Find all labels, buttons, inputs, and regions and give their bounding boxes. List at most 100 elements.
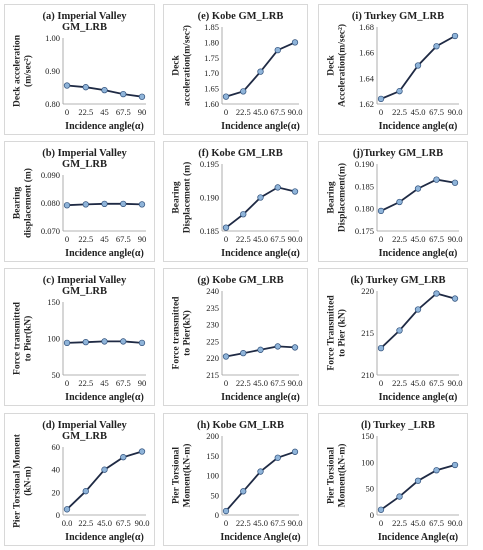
data-point [414, 477, 422, 484]
data-point [101, 466, 108, 473]
x-tick-label: 45.0 [253, 234, 268, 244]
chart-svg-e: (e) Kobe GM_LRB Deck acceleration(m/sec²) 1… [172, 11, 303, 132]
y-tick-label: 235 [206, 303, 219, 313]
y-axis-label: Displacement(m) [337, 163, 348, 232]
data-point [414, 185, 422, 192]
chart-title: (c) Imperial Valley [43, 275, 127, 286]
data-point [396, 198, 403, 206]
data-point [101, 200, 108, 207]
chart-panel-l: (l) Turkey _LRB Pier Torsional Moment(kN-m… [318, 413, 468, 546]
x-tick-label: 67.5 [429, 107, 444, 117]
chart-title: (e) Kobe GM_LRB [198, 11, 284, 22]
x-tick-label: 67.5 [429, 518, 444, 528]
x-tick-label: 45.0 [97, 518, 112, 528]
x-tick-label: 67.5 [429, 234, 444, 244]
chart-panel-a: (a) Imperial Valley GM_LRB Deck accelerati… [4, 4, 155, 135]
chart-svg-j: (j)Turkey GM_LRB Bearing Displacement(m) 0.… [327, 148, 463, 259]
data-point [291, 344, 299, 351]
y-tick-label: 1.65 [204, 84, 219, 94]
x-tick-label: 90.0 [448, 234, 463, 244]
chart-title: GM_LRB [62, 431, 107, 442]
chart-panel-k: (k) Turkey GM_LRB Force Transmitted to Pie… [318, 268, 468, 406]
x-tick-label: 45.0 [411, 234, 426, 244]
y-tick-label: 0.080 [41, 198, 60, 208]
y-axis-label: Force transmitted [13, 301, 23, 375]
data-point [63, 506, 71, 513]
y-tick-label: 100 [47, 334, 60, 344]
data-point [138, 93, 146, 100]
y-tick-label: 1.70 [204, 68, 219, 78]
data-point [451, 295, 459, 302]
data-point [291, 448, 299, 455]
data-point [101, 338, 108, 345]
x-tick-label: 22.5 [78, 378, 93, 388]
series-line [380, 292, 456, 349]
y-tick-label: 60 [52, 442, 61, 452]
x-tick-label: 67.5 [116, 234, 131, 244]
data-point [396, 88, 403, 95]
chart-title: (f) Kobe GM_LRB [198, 148, 283, 159]
series-line [225, 450, 296, 512]
data-point [240, 488, 247, 495]
x-tick-label: 90 [138, 107, 147, 117]
x-tick-label: 22.5 [78, 234, 93, 244]
data-point [414, 62, 422, 69]
data-point [63, 202, 71, 209]
chart-svg-l: (l) Turkey _LRB Pier Torsional Moment(kN-m… [327, 420, 463, 543]
x-tick-label: 90.0 [448, 518, 463, 528]
chart-title: (k) Turkey GM_LRB [350, 275, 445, 286]
x-tick-label: 90 [138, 378, 147, 388]
y-tick-label: 220 [361, 286, 374, 296]
y-axis-label: to Pier(kN) [23, 316, 34, 362]
data-point [414, 306, 422, 313]
x-tick-label: 0 [65, 234, 69, 244]
y-tick-label: 1.00 [45, 33, 60, 43]
chart-panel-d: (d) Imperial Valley GM_LRB Pier Torsional … [4, 413, 155, 546]
x-tick-label: 90.0 [288, 234, 303, 244]
x-tick-label: 0 [224, 378, 228, 388]
x-tick-label: 67.5 [116, 107, 131, 117]
x-tick-label: 90.0 [135, 518, 150, 528]
x-tick-label: 45 [100, 234, 109, 244]
x-axis-label: Incidence angle(α) [65, 392, 144, 403]
y-tick-label: 215 [361, 328, 374, 338]
y-tick-label: 1.66 [359, 48, 374, 58]
chart-svg-k: (k) Turkey GM_LRB Force Transmitted to Pie… [327, 275, 463, 403]
data-point [257, 194, 264, 201]
chart-title: (d) Imperial Valley [42, 420, 127, 431]
x-tick-label: 22.5 [236, 378, 251, 388]
y-axis-label: (m/sec²) [23, 55, 34, 87]
data-point [120, 338, 127, 345]
y-tick-label: 0.185 [200, 226, 219, 236]
x-tick-label: 0 [65, 378, 69, 388]
x-tick-label: 67.5 [429, 378, 444, 388]
data-point [82, 201, 89, 208]
data-point [377, 506, 385, 513]
y-axis-label: Displacement (m) [182, 162, 193, 234]
x-tick-label: 0 [379, 107, 383, 117]
y-tick-label: 230 [206, 320, 219, 330]
x-axis-label: Incidence angle(α) [221, 248, 300, 259]
y-tick-label: 1.85 [204, 22, 219, 32]
y-axis-label: Bearing [13, 187, 23, 219]
x-tick-label: 45.0 [253, 518, 268, 528]
y-tick-label: 150 [361, 431, 374, 441]
y-tick-label: 100 [361, 457, 374, 467]
chart-title: GM_LRB [62, 22, 107, 33]
data-point [222, 353, 230, 360]
chart-title: (a) Imperial Valley [43, 11, 128, 22]
x-axis-label: Incidence Angle(α) [378, 532, 458, 543]
chart-title: GM_LRB [62, 159, 107, 170]
chart-panel-j: (j)Turkey GM_LRB Bearing Displacement(m) 0.… [318, 141, 468, 262]
x-tick-label: 22.5 [392, 234, 407, 244]
y-tick-label: 20 [52, 487, 61, 497]
y-axis-label: (kN-m) [23, 466, 34, 496]
data-point [138, 448, 146, 455]
series-line [66, 450, 143, 510]
data-point [377, 95, 385, 103]
y-axis-label: Bearing [327, 181, 337, 213]
chart-panel-c: (c) Imperial Valley GM_LRB Force transmitt… [4, 268, 155, 406]
chart-panel-g: (g) Kobe GM_LRB Force transmitted to Pier(… [163, 268, 308, 406]
y-axis-label: Deck [327, 54, 337, 75]
